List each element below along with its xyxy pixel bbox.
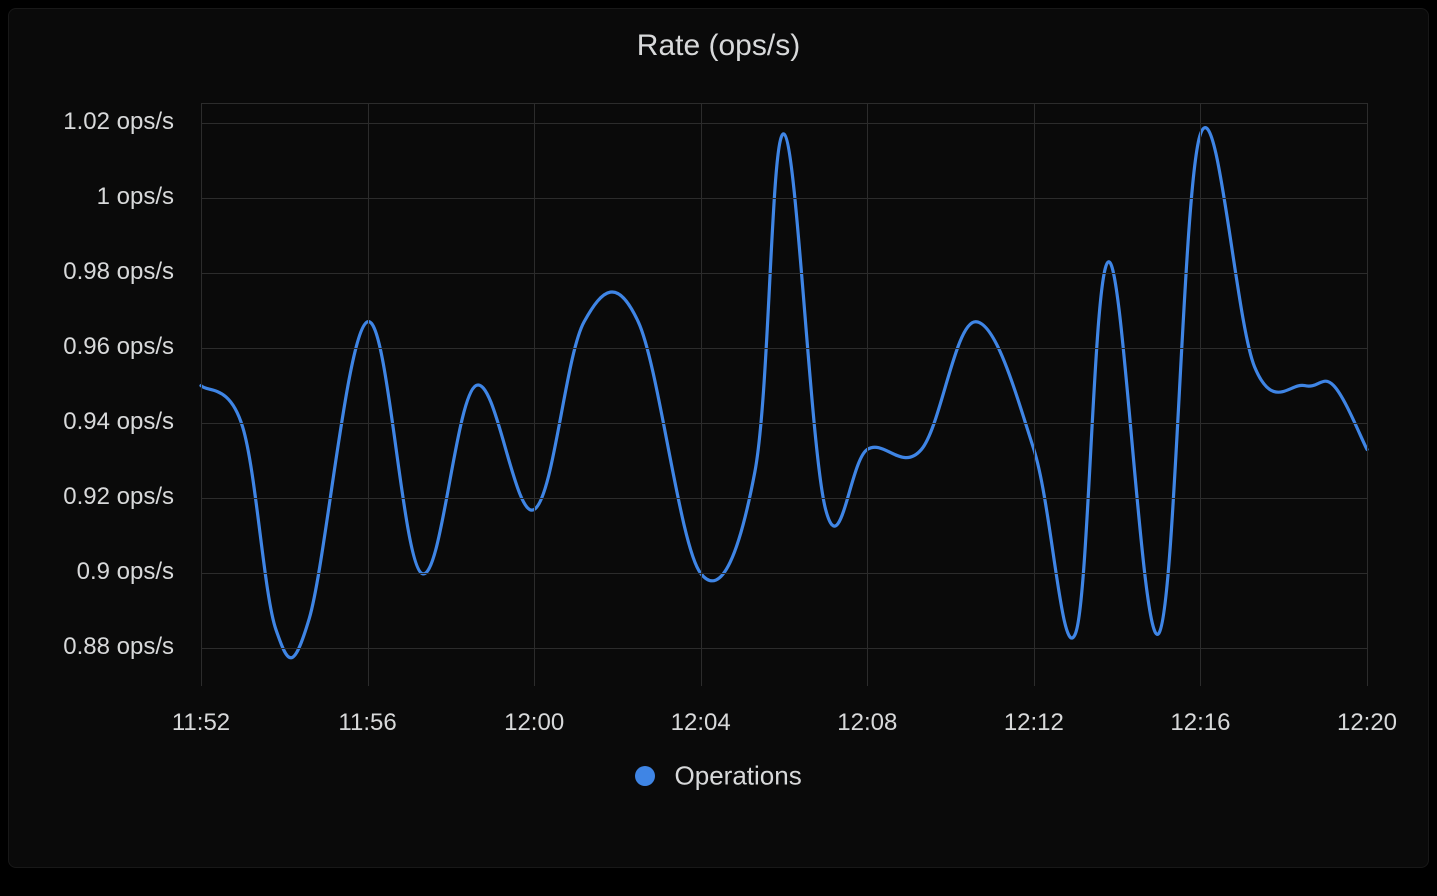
- gridline-h: [201, 423, 1367, 424]
- plot-area[interactable]: [201, 103, 1368, 686]
- gridline-v: [1200, 104, 1201, 686]
- chart-title: Rate (ops/s): [9, 29, 1428, 63]
- x-tick-label: 12:12: [1004, 709, 1064, 737]
- x-tick-label: 12:16: [1170, 709, 1230, 737]
- gridline-v: [867, 104, 868, 686]
- gridline-h: [201, 123, 1367, 124]
- gridline-v: [701, 104, 702, 686]
- gridline-v: [534, 104, 535, 686]
- x-tick-label: 11:52: [172, 709, 230, 737]
- line-series: [201, 104, 1367, 686]
- gridline-v: [368, 104, 369, 686]
- legend-label: Operations: [675, 761, 802, 791]
- y-tick-label: 0.94 ops/s: [0, 408, 174, 436]
- x-tick-label: 12:20: [1337, 709, 1397, 737]
- y-tick-label: 0.96 ops/s: [0, 333, 174, 361]
- gridline-h: [201, 198, 1367, 199]
- gridline-v: [1367, 104, 1368, 686]
- x-tick-label: 12:00: [504, 709, 564, 737]
- gridline-v: [201, 104, 202, 686]
- y-tick-label: 0.98 ops/s: [0, 258, 174, 286]
- y-tick-label: 0.9 ops/s: [0, 558, 174, 586]
- y-tick-label: 0.88 ops/s: [0, 633, 174, 661]
- legend-marker-icon: [635, 766, 655, 786]
- gridline-h: [201, 648, 1367, 649]
- operations-line: [201, 128, 1367, 658]
- chart-panel: Rate (ops/s) Operations 0.88 ops/s0.9 op…: [8, 8, 1429, 868]
- x-tick-label: 11:56: [338, 709, 396, 737]
- x-tick-label: 12:08: [837, 709, 897, 737]
- x-tick-label: 12:04: [671, 709, 731, 737]
- gridline-h: [201, 273, 1367, 274]
- gridline-h: [201, 498, 1367, 499]
- gridline-h: [201, 348, 1367, 349]
- y-tick-label: 1.02 ops/s: [0, 108, 174, 136]
- legend[interactable]: Operations: [9, 759, 1428, 792]
- y-tick-label: 0.92 ops/s: [0, 483, 174, 511]
- gridline-v: [1034, 104, 1035, 686]
- gridline-h: [201, 573, 1367, 574]
- y-tick-label: 1 ops/s: [0, 183, 174, 211]
